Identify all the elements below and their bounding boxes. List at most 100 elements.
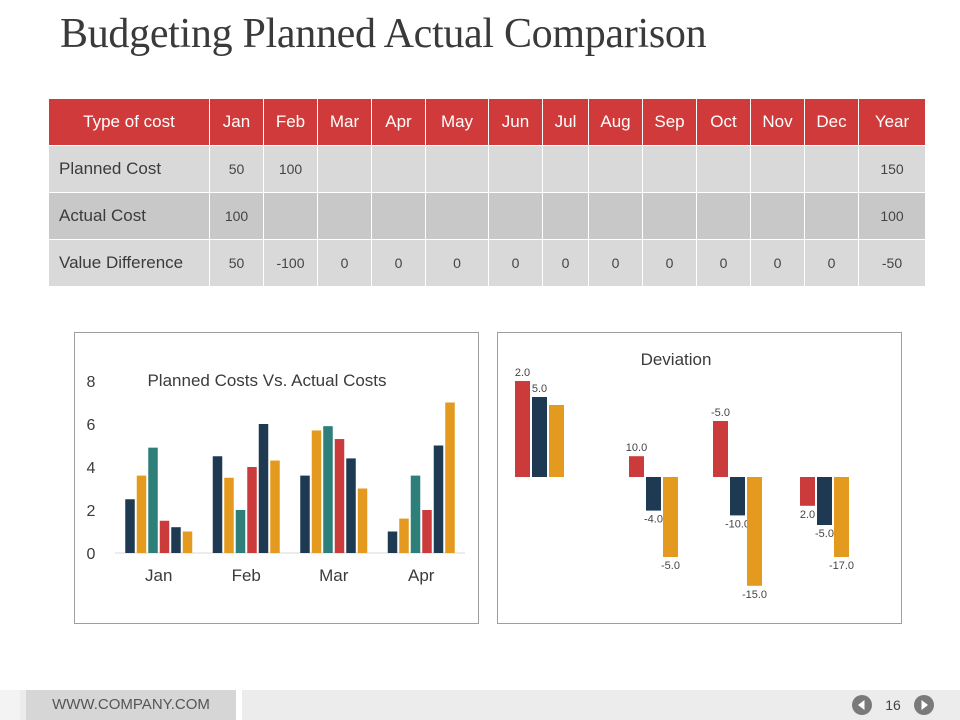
table-cell: [542, 192, 589, 240]
chart-title: Deviation: [641, 350, 712, 369]
bar: [136, 475, 147, 553]
deviation-bar: [663, 477, 678, 557]
table-cell: [488, 145, 543, 193]
bar: [422, 510, 432, 553]
data-label: 2.0: [515, 367, 530, 379]
table-cell: 100: [263, 145, 318, 193]
bar: [323, 426, 333, 553]
table-cell: [750, 145, 805, 193]
table-cell: [642, 192, 697, 240]
bar: [159, 520, 170, 553]
chevron-right-icon: [921, 700, 928, 710]
deviation-bar: [817, 477, 832, 525]
bar: [311, 430, 322, 553]
table-cell: [425, 145, 489, 193]
column-header-jun: Jun: [488, 98, 543, 146]
table-cell: -100: [263, 239, 318, 287]
bar: [171, 527, 181, 553]
data-label: -10.0: [725, 518, 750, 530]
table-cell: [588, 192, 643, 240]
table-row: Value Difference 50 -100 0 0 0 0 0 0 0 0 0 0 -50: [48, 239, 926, 287]
page-title: Budgeting Planned Actual Comparison: [60, 11, 707, 57]
y-tick-label: 6: [87, 417, 96, 434]
table-cell: 0: [488, 239, 543, 287]
data-label: -4.0: [644, 514, 663, 526]
deviation-bar: [549, 405, 564, 477]
deviation-bar: [800, 477, 815, 506]
x-tick-label: Jan: [145, 566, 172, 585]
table-cell: [371, 192, 426, 240]
column-header-apr: Apr: [371, 98, 426, 146]
y-tick-label: 2: [87, 503, 96, 520]
table-cell: 0: [750, 239, 805, 287]
y-tick-label: 0: [87, 546, 96, 563]
deviation-bar: [747, 477, 762, 586]
table-cell: 0: [425, 239, 489, 287]
table-cell: [263, 192, 318, 240]
column-header-feb: Feb: [263, 98, 318, 146]
table-body: Planned Cost 50 100 150 Actual Cost 100 100 Val…: [48, 145, 926, 287]
cost-table: Type of cost Jan Feb Mar Apr May Jun Jul Aug Sep O…: [48, 98, 926, 287]
table-cell: [696, 192, 751, 240]
table-cell: 100: [209, 192, 264, 240]
previous-slide-button[interactable]: [852, 695, 872, 715]
chevron-left-icon: [858, 700, 865, 710]
column-header-aug: Aug: [588, 98, 643, 146]
column-header-jan: Jan: [209, 98, 264, 146]
column-header-dec: Dec: [804, 98, 859, 146]
table-cell: [750, 192, 805, 240]
column-header-sep: Sep: [642, 98, 697, 146]
data-label: -5.0: [661, 560, 680, 572]
next-slide-button[interactable]: [914, 695, 934, 715]
table-cell: 50: [209, 239, 264, 287]
table-row: Planned Cost 50 100 150: [48, 145, 926, 193]
x-tick-label: Feb: [232, 566, 261, 585]
row-label: Actual Cost: [48, 192, 210, 240]
bar: [300, 475, 310, 553]
footer-url[interactable]: WWW.COMPANY.COM: [26, 690, 236, 720]
footer-strip: [0, 690, 20, 720]
bar: [334, 439, 345, 553]
bar: [235, 510, 246, 553]
bar: [182, 531, 193, 553]
table-cell: [804, 192, 859, 240]
x-tick-label: Apr: [408, 566, 435, 585]
deviation-bar: [532, 397, 547, 477]
data-label: -17.0: [829, 560, 854, 572]
table-cell: 0: [542, 239, 589, 287]
bar: [357, 488, 368, 553]
table-cell: 0: [588, 239, 643, 287]
row-label: Planned Cost: [48, 145, 210, 193]
table-cell: 100: [858, 192, 926, 240]
deviation-chart: Deviation2.05.010.0-4.0-5.0-5.0-10.0-15.…: [515, 350, 854, 601]
data-label: -5.0: [711, 407, 730, 419]
column-header-oct: Oct: [696, 98, 751, 146]
table-row: Actual Cost 100 100: [48, 192, 926, 240]
row-label: Value Difference: [48, 239, 210, 287]
page-number: 16: [885, 697, 901, 713]
deviation-bar: [646, 477, 661, 511]
column-header-type: Type of cost: [48, 98, 210, 146]
planned-vs-actual-chart-panel: Planned Costs Vs. Actual Costs 0 2 4 6 8 Jan Fe…: [74, 332, 479, 624]
bar: [270, 460, 280, 553]
chart-title: Planned Costs Vs. Actual Costs: [147, 371, 386, 390]
bar: [247, 467, 257, 553]
data-label: -5.0: [815, 528, 834, 540]
column-header-nov: Nov: [750, 98, 805, 146]
data-label: -15.0: [742, 589, 767, 601]
deviation-bar: [730, 477, 745, 516]
table-cell: 0: [317, 239, 372, 287]
data-label: 10.0: [626, 442, 647, 454]
table-cell: [425, 192, 489, 240]
deviation-bar: [629, 456, 644, 477]
table-cell: 0: [696, 239, 751, 287]
bar: [212, 456, 223, 553]
footer-divider: [236, 690, 242, 720]
footer: WWW.COMPANY.COM 16: [0, 690, 960, 720]
table-cell: 50: [209, 145, 264, 193]
table-cell: 150: [858, 145, 926, 193]
table-cell: 0: [804, 239, 859, 287]
deviation-chart-panel: Deviation 2.0 5.0 10.0 -4.0 -5.0 -5.0 -10.0 -15.…: [497, 332, 902, 624]
planned-vs-actual-chart: Planned Costs Vs. Actual Costs 0 2 4 6 8 Jan Fe…: [87, 371, 465, 585]
table-header-row: Type of cost Jan Feb Mar Apr May Jun Jul Aug Sep O…: [48, 98, 926, 146]
